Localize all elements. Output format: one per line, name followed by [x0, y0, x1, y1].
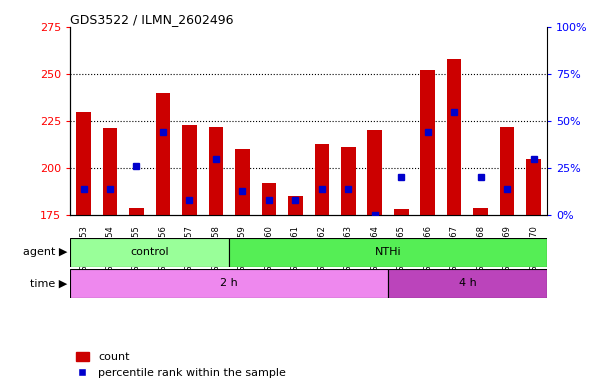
Bar	[394, 209, 409, 215]
Legend: count, percentile rank within the sample: count, percentile rank within the sample	[76, 352, 286, 379]
Text: agent ▶: agent ▶	[23, 247, 67, 258]
Text: GDS3522 / ILMN_2602496: GDS3522 / ILMN_2602496	[70, 13, 234, 26]
Bar	[76, 112, 91, 215]
Bar	[420, 70, 435, 215]
Bar	[182, 125, 197, 215]
Bar	[262, 183, 276, 215]
Text: 4 h: 4 h	[458, 278, 477, 288]
Bar	[367, 131, 382, 215]
Bar	[103, 129, 117, 215]
Bar	[447, 59, 461, 215]
Text: NTHi: NTHi	[375, 247, 401, 258]
Bar	[70, 238, 229, 267]
Bar	[129, 207, 144, 215]
Text: 2 h: 2 h	[220, 278, 238, 288]
Text: time ▶: time ▶	[30, 278, 67, 288]
Bar	[208, 127, 223, 215]
Bar	[474, 207, 488, 215]
Bar	[288, 196, 302, 215]
Bar	[229, 238, 547, 267]
Bar	[315, 144, 329, 215]
Bar	[388, 269, 547, 298]
Text: control: control	[130, 247, 169, 258]
Bar	[341, 147, 356, 215]
Bar	[70, 269, 388, 298]
Bar	[156, 93, 170, 215]
Bar	[500, 127, 514, 215]
Bar	[235, 149, 250, 215]
Bar	[526, 159, 541, 215]
